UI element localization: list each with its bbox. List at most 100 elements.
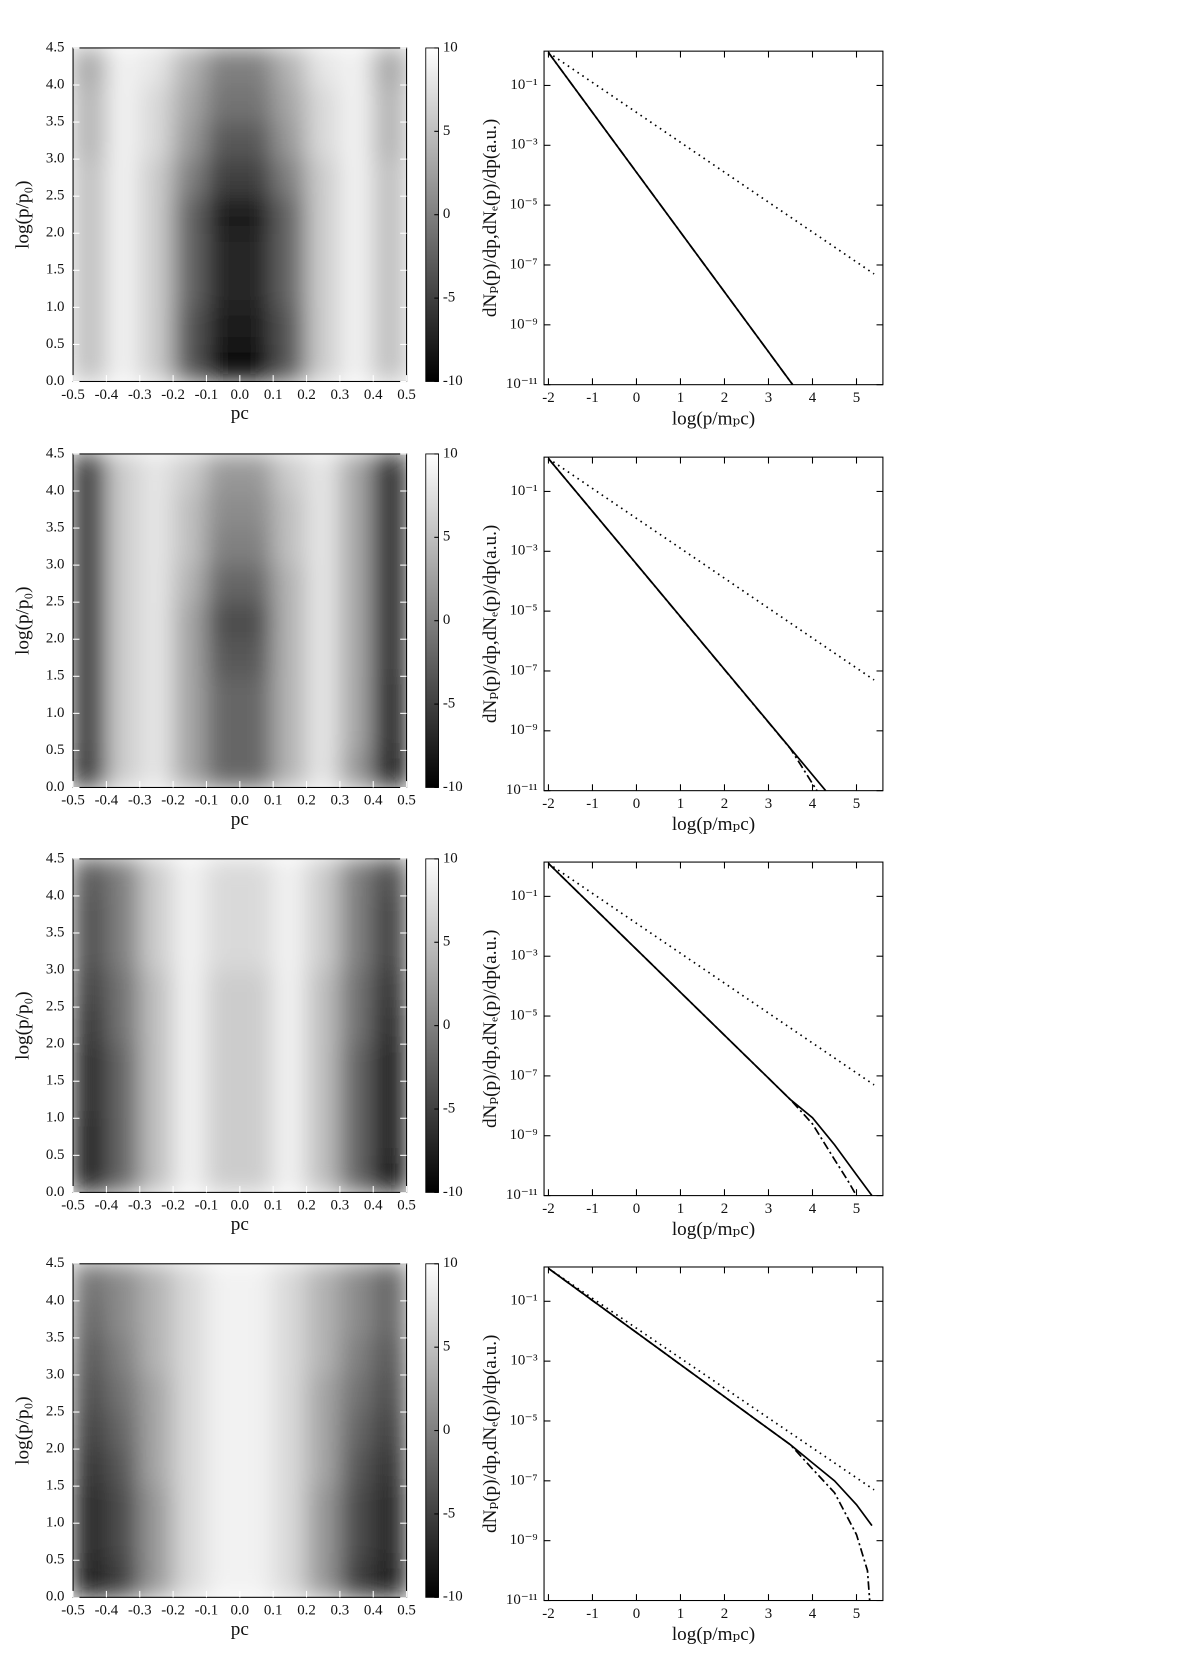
heatmap-cell <box>339 1043 374 1082</box>
x-tick-label: 0 <box>633 1201 640 1217</box>
colorbar-tick-label: -10 <box>443 1184 463 1200</box>
heatmap-cell <box>305 858 341 897</box>
heatmap-cell <box>73 47 107 86</box>
y-tick-label: 3.5 <box>46 924 65 940</box>
heatmap-cell <box>172 1006 208 1045</box>
y-axis-title: log(p/p₀) <box>12 586 33 654</box>
heatmap-cell <box>239 195 274 234</box>
heatmap-cell <box>339 1559 374 1598</box>
heatmap-cell <box>172 1374 208 1413</box>
heatmap-cell <box>105 1080 141 1119</box>
y-tick-label: 1.0 <box>46 705 65 721</box>
heatmap-cell <box>305 675 341 714</box>
heatmap-cell <box>205 527 241 566</box>
y-tick-label: 10⁻¹¹ <box>506 376 538 392</box>
heatmap-cell <box>172 453 208 492</box>
x-tick-label: -0.1 <box>195 793 219 809</box>
y-tick-label: 1.5 <box>46 262 65 278</box>
heatmap-cell <box>205 749 241 788</box>
x-tick-label: 0.3 <box>331 793 350 809</box>
heatmap-cell <box>339 932 374 971</box>
heatmap-cell <box>339 490 374 529</box>
heatmap-cells <box>73 1263 407 1598</box>
heatmap-cell <box>305 1522 341 1561</box>
colorbar-tick-label: 10 <box>443 445 458 461</box>
heatmap-panel: -0.5 -0.4 -0.3 -0.2 -0.1 0.0 0.1 0.2 0.3 0.4 0.5 0.… <box>12 39 462 424</box>
heatmap-cell <box>139 601 174 640</box>
heatmap-cell <box>73 858 107 897</box>
y-tick-label: 4.0 <box>46 1292 65 1308</box>
heatmap-cell <box>172 1263 208 1302</box>
heatmap-cell <box>172 1448 208 1487</box>
heatmap-cell <box>239 527 274 566</box>
heatmap-cell <box>305 343 341 382</box>
heatmap-cell <box>372 858 407 897</box>
heatmap-cell <box>239 932 274 971</box>
y-tick-label: 10⁻¹¹ <box>506 1187 538 1203</box>
heatmap-cell <box>272 343 308 382</box>
x-axis-title: pc <box>231 1619 249 1640</box>
heatmap-cell <box>73 490 107 529</box>
series-line <box>547 862 875 1086</box>
heatmap-cell <box>205 675 241 714</box>
y-tick-label: 10⁻¹ <box>510 1293 537 1309</box>
line-panel: -2 -1 0 1 2 3 4 5 10⁻¹ 10⁻³ 10⁻⁵ 10⁻⁷ 10⁻⁹ 10⁻¹¹ log(p… <box>480 50 884 429</box>
y-axis-title: log(p/p₀) <box>12 1396 33 1464</box>
heatmap-cell <box>305 453 341 492</box>
heatmap-cell <box>205 1522 241 1561</box>
heatmap-cell <box>305 1337 341 1376</box>
heatmap-cell <box>305 638 341 677</box>
heatmap-cell <box>172 1337 208 1376</box>
heatmap-cell <box>73 564 107 603</box>
heatmap-cell <box>139 453 174 492</box>
heatmap-cell <box>139 564 174 603</box>
line-panel: -2 -1 0 1 2 3 4 5 10⁻¹ 10⁻³ 10⁻⁵ 10⁻⁷ 10⁻⁹ 10⁻¹¹ log(p… <box>480 861 884 1240</box>
heatmap-cell <box>372 1559 407 1598</box>
heatmap-cell <box>105 1559 141 1598</box>
heatmap-cell <box>172 1117 208 1156</box>
heatmap-cell <box>205 564 241 603</box>
heatmap-cell <box>272 1485 308 1524</box>
heatmap-cell <box>305 1374 341 1413</box>
heatmap-cell <box>239 84 274 123</box>
heatmap-cell <box>172 306 208 345</box>
plot-frame <box>543 456 884 792</box>
y-tick-label: 0.0 <box>46 1184 65 1200</box>
heatmap-cell <box>172 932 208 971</box>
x-tick-label: 2 <box>721 796 728 812</box>
heatmap-cell <box>172 158 208 197</box>
heatmap-cell <box>172 1080 208 1119</box>
heatmap-cell <box>372 601 407 640</box>
heatmap-cell <box>305 1485 341 1524</box>
x-tick-label: 3 <box>765 796 772 812</box>
heatmap-cell <box>305 490 341 529</box>
heatmap-cell <box>172 232 208 271</box>
heatmap-cell <box>105 1117 141 1156</box>
heatmap-cell <box>105 1006 141 1045</box>
x-tick-label: -0.5 <box>61 1603 85 1619</box>
heatmap-cell <box>239 1300 274 1339</box>
heatmap-cell <box>239 121 274 160</box>
x-tick-label: 2 <box>721 1201 728 1217</box>
y-tick-label: 1.0 <box>46 1110 65 1126</box>
heatmap-cell <box>239 1080 274 1119</box>
heatmap-cell <box>172 490 208 529</box>
series-line <box>547 1267 871 1601</box>
heatmap-cell <box>372 895 407 934</box>
heatmap-cell <box>105 47 141 86</box>
y-tick-label: 10⁻³ <box>510 543 538 559</box>
line-panel: -2 -1 0 1 2 3 4 5 10⁻¹ 10⁻³ 10⁻⁵ 10⁻⁷ 10⁻⁹ 10⁻¹¹ log(p… <box>480 1266 884 1645</box>
heatmap-cell <box>105 343 141 382</box>
heatmap-cell <box>272 232 308 271</box>
heatmap-cell <box>272 1043 308 1082</box>
x-tick-label: 0.5 <box>397 387 416 403</box>
y-axis-title: dNₚ(p)/dp,dNₑ(p)/dp(a.u.) <box>480 930 501 1128</box>
heatmap-cell <box>205 1448 241 1487</box>
heatmap-cell <box>73 1154 107 1193</box>
x-tick-label: 5 <box>853 390 860 406</box>
colorbar-tick-label: 0 <box>443 612 450 628</box>
heatmap-cell <box>272 306 308 345</box>
heatmap-cell <box>372 1522 407 1561</box>
heatmap-cell <box>339 1263 374 1302</box>
heatmap-cell <box>105 1485 141 1524</box>
